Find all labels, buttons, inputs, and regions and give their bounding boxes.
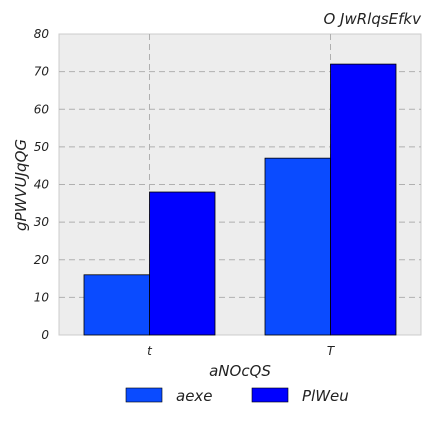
legend: aexe PlWeu <box>125 387 349 405</box>
y-tick-label: 0 <box>41 328 49 342</box>
x-tick-label: t <box>147 344 153 358</box>
y-tick-label: 30 <box>34 215 50 229</box>
bar-aexe-t <box>83 274 150 336</box>
bar-plweu-T <box>330 63 397 336</box>
y-axis-label: gPWVUJqQG <box>12 139 30 231</box>
y-tick-label: 40 <box>34 178 50 192</box>
x-tick-label: T <box>327 344 336 358</box>
legend-item-aexe: aexe <box>125 387 213 405</box>
y-tick-labels: 0 10 20 30 40 50 60 70 80 <box>34 27 50 342</box>
bar-aexe-T <box>264 157 331 336</box>
x-axis-label: aNOcQS <box>209 362 271 380</box>
y-tick-label: 20 <box>34 253 50 267</box>
legend-label-aexe: aexe <box>176 387 213 405</box>
legend-swatch-plweu <box>251 387 289 403</box>
bars <box>83 63 397 336</box>
y-tick-label: 50 <box>34 140 50 154</box>
legend-item-plweu: PlWeu <box>251 387 349 405</box>
y-tick-label: 80 <box>34 27 50 41</box>
y-tick-label: 60 <box>34 102 50 116</box>
legend-label-plweu: PlWeu <box>302 387 349 405</box>
bar-plweu-t <box>149 191 216 336</box>
y-tick-label: 10 <box>34 290 50 304</box>
y-tick-label: 70 <box>34 65 50 79</box>
legend-swatch-aexe <box>125 387 163 403</box>
chart-title: O JwRlqsEfkv <box>323 10 422 28</box>
